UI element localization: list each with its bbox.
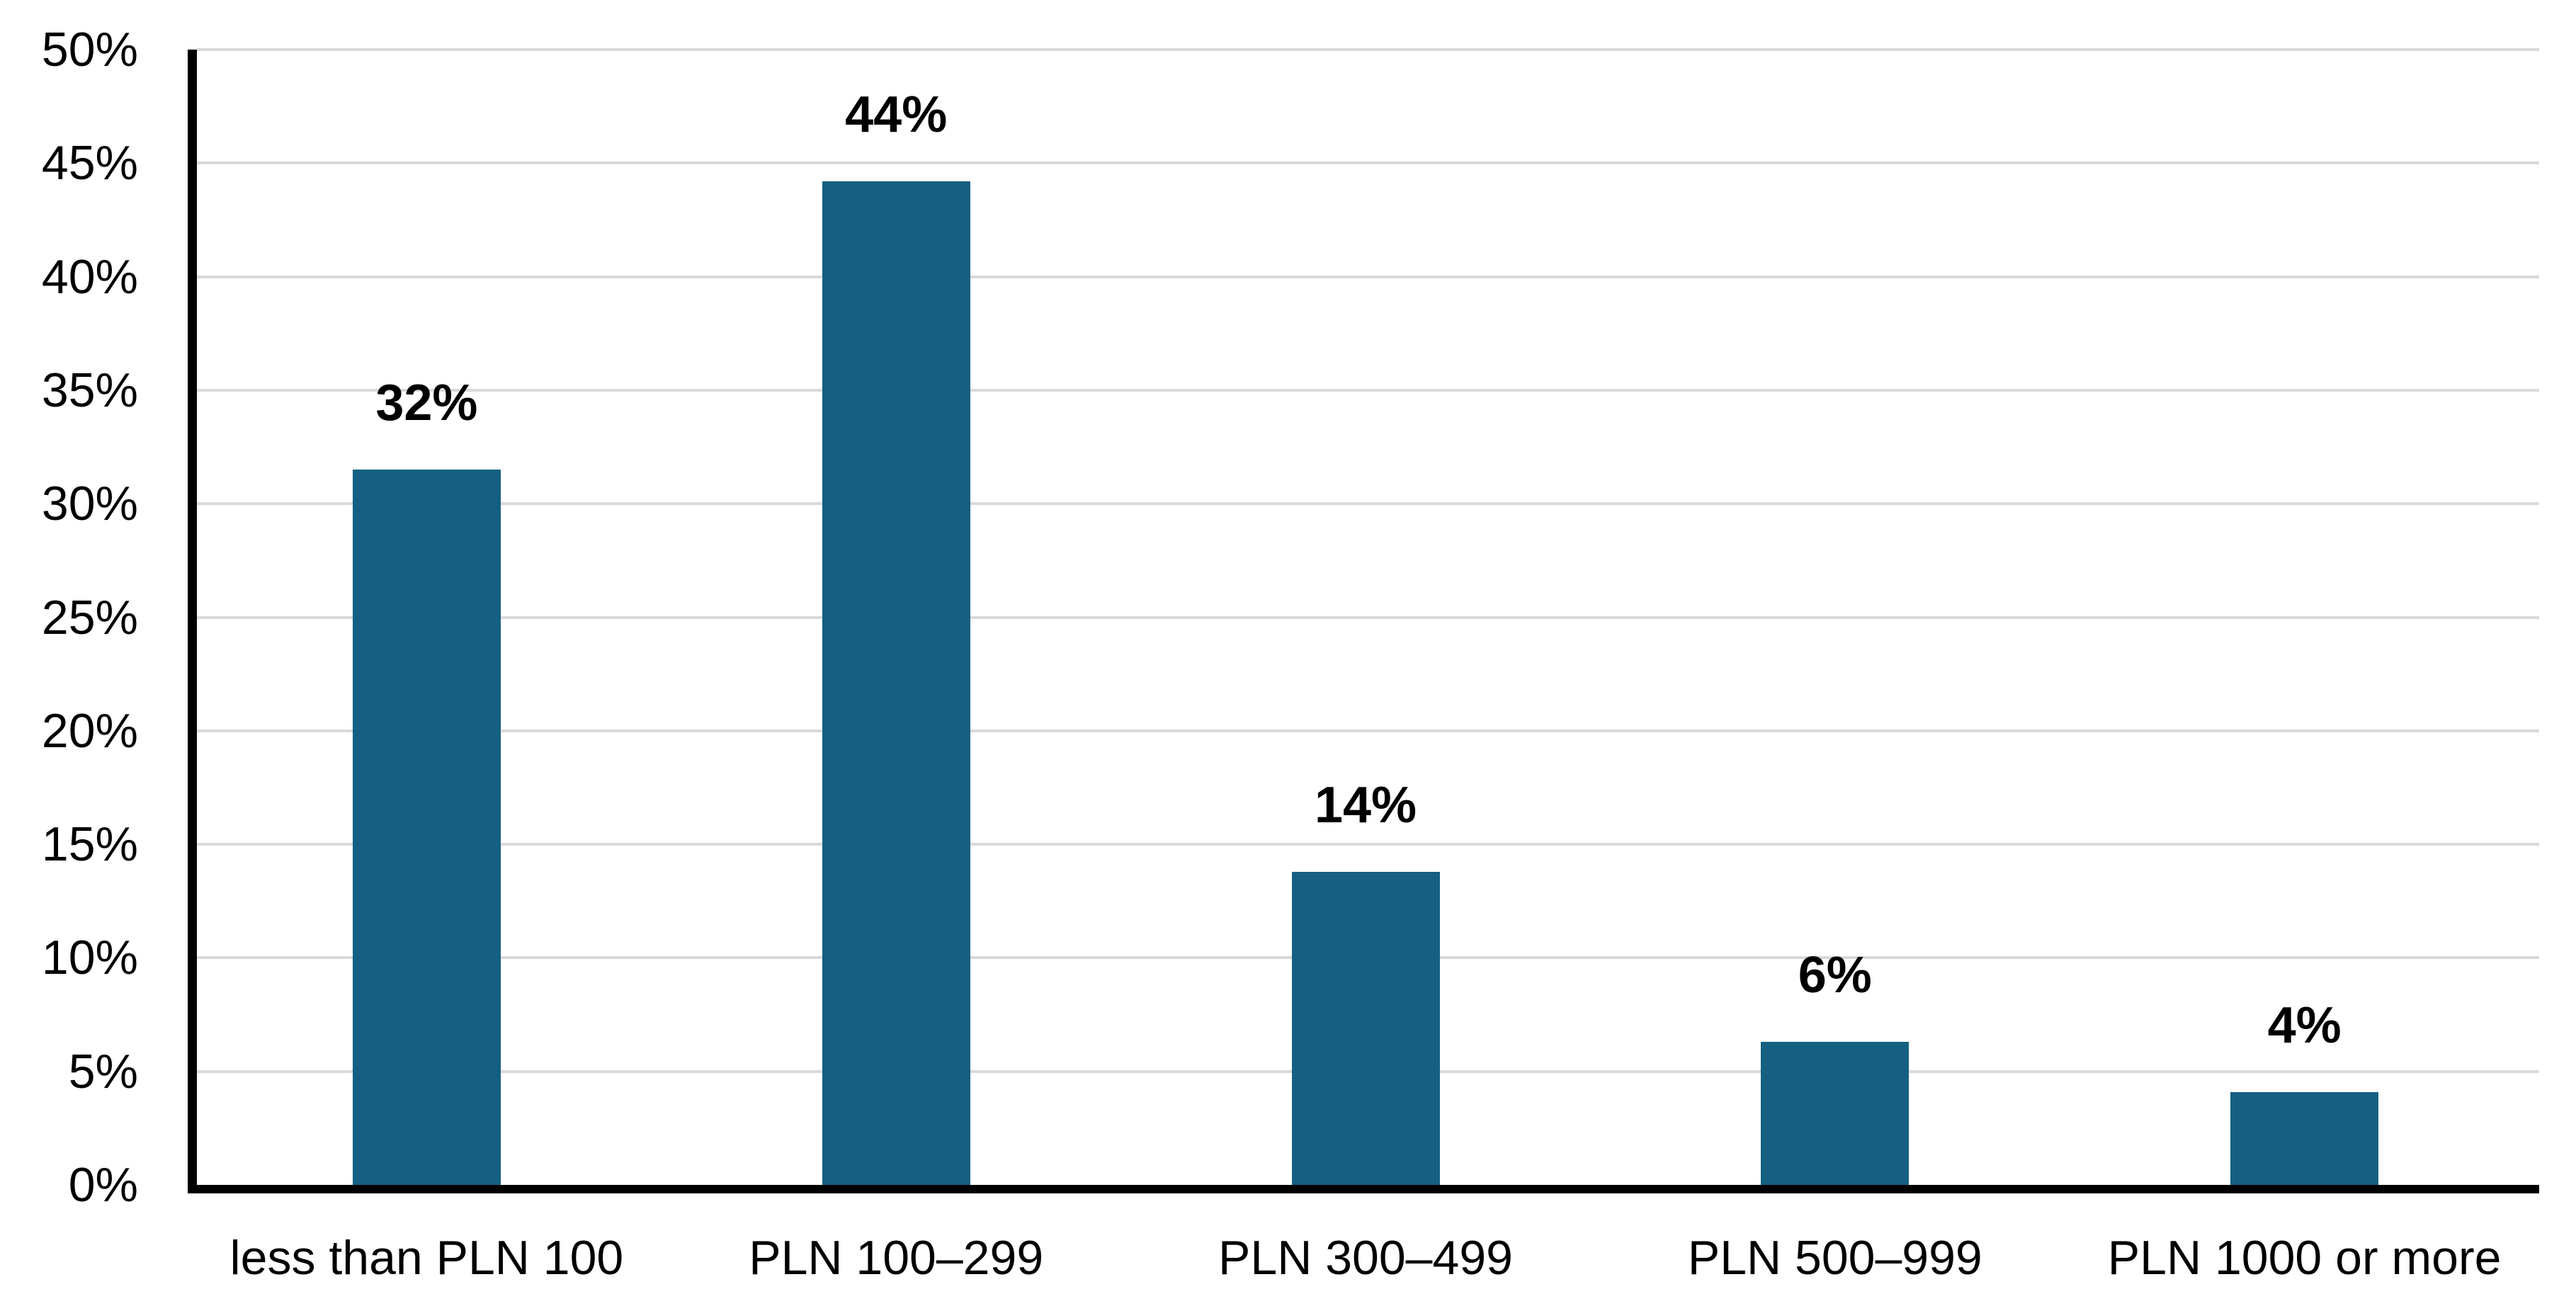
- y-axis-tick-label: 35%: [41, 363, 138, 417]
- y-gridline: [196, 48, 2539, 51]
- bar: [1291, 871, 1440, 1185]
- x-axis-category-label: PLN 1000 or more: [2107, 1231, 2502, 1285]
- y-axis-tick-label: 20%: [41, 703, 138, 758]
- y-axis-tick-label: 5%: [68, 1044, 138, 1098]
- y-axis-tick-label: 25%: [41, 590, 138, 645]
- bar: [1761, 1042, 1910, 1185]
- x-axis-line: [187, 1185, 2539, 1193]
- bar-data-label: 44%: [845, 86, 948, 143]
- bar-data-label: 14%: [1314, 776, 1417, 834]
- y-gridline: [196, 161, 2539, 165]
- y-axis-tick-label: 10%: [41, 931, 138, 985]
- bar-data-label: 6%: [1798, 947, 1872, 1004]
- x-axis-category-label: PLN 300–499: [1218, 1231, 1513, 1285]
- bar-data-label: 4%: [2267, 996, 2342, 1054]
- y-axis-line: [187, 50, 197, 1193]
- y-gridline: [196, 502, 2539, 506]
- y-gridline: [196, 275, 2539, 278]
- y-axis-tick-label: 45%: [41, 136, 138, 191]
- y-axis-tick-label: 0%: [68, 1158, 138, 1212]
- y-gridline: [196, 843, 2539, 846]
- y-gridline: [196, 388, 2539, 392]
- bar: [352, 470, 501, 1185]
- bar-data-label: 32%: [375, 375, 478, 432]
- y-axis-tick-label: 40%: [41, 249, 138, 304]
- y-axis-tick-label: 50%: [41, 23, 138, 76]
- y-gridline: [196, 615, 2539, 619]
- x-axis-category-label: PLN 100–299: [749, 1231, 1044, 1285]
- y-axis-tick-label: 30%: [41, 477, 138, 531]
- x-axis-category-label: PLN 500–999: [1687, 1231, 1982, 1285]
- bar: [2230, 1091, 2379, 1185]
- bar: [822, 181, 970, 1185]
- y-axis-tick-label: 15%: [41, 817, 138, 872]
- x-axis-category-label: less than PLN 100: [229, 1231, 624, 1285]
- y-gridline: [196, 729, 2539, 732]
